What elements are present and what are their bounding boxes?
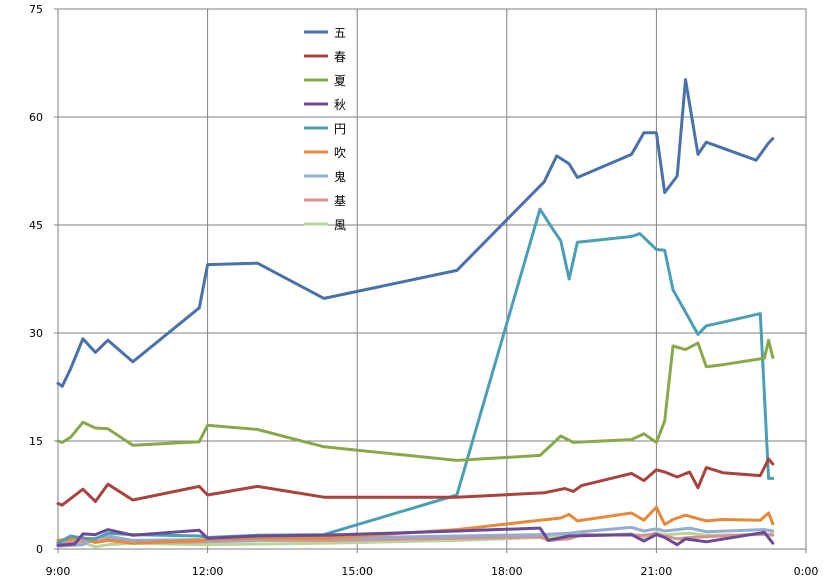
- x-tick-label: 0:00: [794, 565, 819, 578]
- y-tick-label: 60: [29, 111, 43, 124]
- y-tick-label: 0: [36, 543, 43, 556]
- y-tick-label: 15: [29, 435, 43, 448]
- gridlines: [57, 8, 807, 550]
- legend-label: 五: [334, 26, 346, 40]
- y-tick-label: 75: [29, 3, 43, 16]
- x-tick-label: 12:00: [192, 565, 224, 578]
- series-line-夏: [56, 338, 775, 462]
- y-tick-label: 45: [29, 219, 43, 232]
- y-axis-ticks: 0 15 30 45 60 75: [29, 3, 58, 556]
- x-axis-ticks: 9:00 12:00 15:00 18:00 21:00 0:00: [46, 549, 819, 578]
- series-line-春: [56, 457, 775, 507]
- series-layer: [56, 78, 775, 549]
- legend-label: 円: [334, 122, 346, 136]
- series-line-秋: [56, 526, 775, 547]
- legend-label: 鬼: [334, 169, 346, 184]
- legend-label: 春: [334, 50, 346, 64]
- series-line-吹: [56, 505, 775, 545]
- x-tick-label: 9:00: [46, 565, 71, 578]
- legend-label: 風: [334, 218, 346, 232]
- series-line-鬼: [56, 525, 775, 548]
- x-tick-label: 21:00: [641, 565, 673, 578]
- x-tick-label: 18:00: [491, 565, 523, 578]
- legend-label: 夏: [334, 74, 346, 88]
- legend-label: 吹: [334, 146, 346, 160]
- x-tick-label: 15:00: [341, 565, 373, 578]
- legend-label: 基: [334, 194, 346, 208]
- y-tick-label: 30: [29, 327, 43, 340]
- series-line-風: [56, 530, 775, 549]
- series-line-円: [56, 207, 775, 545]
- legend-label: 秋: [334, 98, 346, 112]
- series-line-五: [56, 78, 775, 388]
